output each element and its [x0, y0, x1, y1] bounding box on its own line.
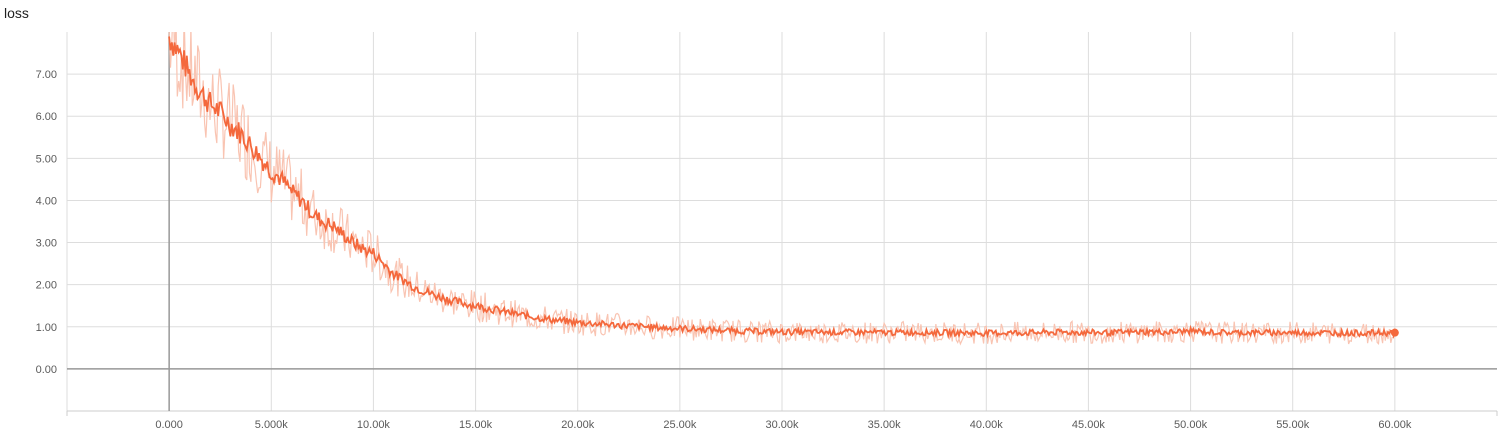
data-layer [168, 32, 1399, 346]
chart-title: loss [4, 5, 29, 21]
x-tick-label: 55.00k [1276, 419, 1310, 431]
y-tick-label: 0.00 [36, 364, 57, 376]
x-tick-label: 0.000 [155, 419, 183, 431]
x-tick-label: 50.00k [1174, 419, 1208, 431]
x-tick-label: 40.00k [970, 419, 1004, 431]
x-tick-label: 60.00k [1378, 419, 1412, 431]
y-tick-label: 5.00 [36, 153, 57, 165]
axis-layer [67, 32, 1497, 411]
x-tick-label: 25.00k [663, 419, 697, 431]
y-tick-label: 6.00 [36, 111, 57, 123]
tick-label-layer: 0.000 5.000k 10.00k 15.00k 20.00k 25.00k 30.00… [36, 69, 1412, 431]
x-tick-label: 15.00k [459, 419, 493, 431]
x-tick-label: 45.00k [1072, 419, 1106, 431]
y-tick-label: 2.00 [36, 280, 57, 292]
loss-raw-line [168, 32, 1396, 346]
y-tick-label: 4.00 [36, 195, 57, 207]
x-tick-label: 30.00k [765, 419, 799, 431]
x-tick-label: 5.000k [255, 419, 289, 431]
y-tick-label: 1.00 [36, 322, 57, 334]
last-point-marker [1390, 328, 1399, 337]
grid-layer [66, 32, 1498, 416]
x-tick-label: 35.00k [868, 419, 902, 431]
loss-smoothed-line [168, 36, 1396, 340]
y-tick-label: 3.00 [36, 238, 57, 250]
y-tick-label: 7.00 [36, 69, 57, 81]
x-tick-label: 10.00k [357, 419, 391, 431]
x-tick-label: 20.00k [561, 419, 595, 431]
